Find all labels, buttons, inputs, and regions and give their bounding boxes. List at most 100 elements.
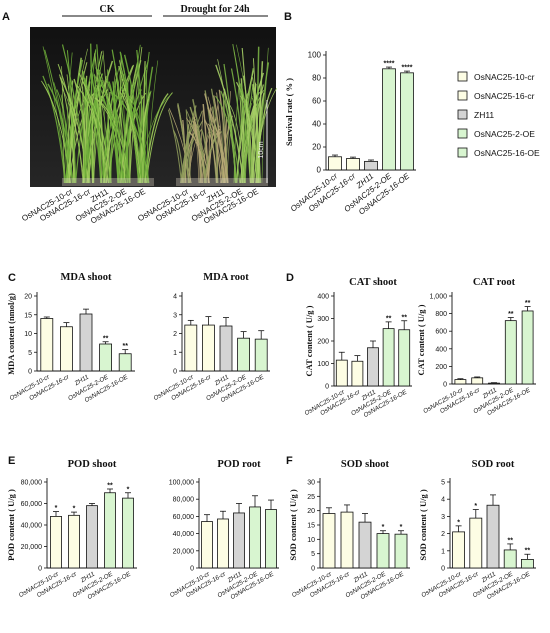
- bar: [249, 506, 261, 569]
- panel-letter-a: A: [2, 11, 10, 23]
- bar: [364, 160, 378, 171]
- rice-leaf: [177, 103, 190, 184]
- bar: [351, 360, 364, 387]
- bar: [79, 313, 93, 372]
- y-tick-label: 400: [317, 294, 329, 301]
- bar: [469, 517, 483, 569]
- rice-leaf: [145, 70, 149, 184]
- y-tick-label: 60,000: [21, 501, 43, 508]
- chart-e1: POD shoot POD content ( U/g ) 0 20,000 40,00…: [6, 459, 137, 601]
- rice-leaf: [252, 77, 261, 184]
- y-tick-label: 0: [317, 166, 322, 175]
- bar: [521, 310, 534, 385]
- y-tick-label: 20,000: [173, 548, 195, 555]
- panel-letter-b: B: [284, 11, 292, 23]
- bar: [358, 521, 372, 569]
- y-tick-label: 10: [24, 331, 32, 338]
- rice-leaf: [122, 88, 149, 184]
- chart-e2: POD root 0 20,000 40,000 60,000 80,000 100,000…: [169, 459, 279, 601]
- rice-leaf: [42, 75, 66, 184]
- y-tick-label: 5: [311, 551, 315, 558]
- bar: [486, 504, 500, 569]
- rice-leaf: [42, 46, 67, 184]
- y-tick-label: 30: [307, 480, 315, 487]
- drought-pots: [176, 178, 268, 186]
- y-tick-label: 0: [38, 566, 42, 573]
- chart-title: MDA shoot: [60, 272, 112, 283]
- bar: [201, 521, 213, 569]
- y-axis-label: CAT content ( U/g ): [416, 304, 426, 375]
- y-tick-label: 100: [317, 361, 329, 368]
- bar: [118, 353, 132, 372]
- bar: [452, 531, 466, 569]
- y-tick-label: 2: [173, 331, 177, 338]
- rice-leaf: [119, 66, 143, 184]
- rice-leaf: [84, 49, 97, 184]
- rice-leaf: [168, 109, 183, 184]
- rice-leaf: [207, 96, 226, 184]
- chart-title: POD root: [217, 459, 261, 470]
- rice-leaf: [223, 63, 237, 184]
- legend-swatch: [457, 71, 468, 82]
- photo-category-labels: OsNAC25-10-crOsNAC25-16-crZH11OsNAC25-2-…: [20, 187, 260, 226]
- bar: [233, 512, 245, 569]
- rice-plants-illustration: [41, 43, 278, 186]
- y-tick-label: 200: [317, 339, 329, 346]
- significance-mark: *: [55, 505, 58, 512]
- y-tick-label: 60: [312, 97, 321, 106]
- rice-leaf: [212, 106, 219, 184]
- bar: [394, 533, 408, 569]
- rice-leaf: [120, 92, 141, 184]
- bar: [503, 549, 517, 569]
- rice-leaf: [59, 74, 76, 184]
- y-tick-label: 2: [441, 531, 445, 538]
- significance-mark: ****: [402, 65, 413, 72]
- chart-d2: CAT root CAT content ( U/g ) 0 200 400 600 800…: [416, 277, 536, 417]
- rice-leaf: [63, 52, 73, 184]
- rice-leaf: [76, 85, 109, 184]
- significance-mark: *: [382, 524, 385, 531]
- legend-entry: ZH11: [474, 110, 494, 120]
- rice-leaf: [91, 94, 94, 184]
- rice-leaf: [118, 60, 142, 184]
- significance-mark: ****: [384, 61, 395, 68]
- significance-mark: *: [127, 486, 130, 493]
- bar: [99, 343, 112, 372]
- y-tick-label: 60,000: [173, 514, 195, 521]
- legend-swatch: [457, 109, 468, 120]
- bar: [122, 497, 134, 569]
- legend-swatch: [457, 128, 468, 139]
- rice-leaf: [192, 99, 207, 184]
- y-axis-label: POD content ( U/g ): [6, 489, 16, 561]
- y-tick-label: 0: [173, 369, 177, 376]
- panel-letter-f: F: [286, 455, 293, 467]
- rice-leaf: [202, 104, 210, 184]
- rice-leaf: [60, 94, 69, 184]
- rice-leaf: [168, 108, 192, 184]
- significance-mark: **: [107, 482, 113, 489]
- rice-leaf: [235, 70, 254, 184]
- bar: [104, 492, 116, 569]
- y-tick-label: 4: [441, 497, 445, 504]
- bar: [340, 511, 354, 569]
- significance-mark: *: [474, 503, 477, 510]
- chart-title: SOD shoot: [341, 459, 390, 470]
- y-tick-label: 100: [308, 51, 322, 60]
- bar: [328, 156, 342, 171]
- significance-mark: *: [73, 506, 76, 513]
- y-tick-label: 15: [307, 523, 315, 530]
- y-tick-label: 0: [325, 384, 329, 391]
- rice-leaf: [96, 44, 105, 184]
- chart-d1: CAT shoot CAT content ( U/g ) 0 100 200 300 40…: [304, 277, 412, 419]
- y-tick-label: 80,000: [21, 480, 43, 487]
- panel-letter-d: D: [286, 272, 294, 284]
- significance-mark: **: [386, 315, 392, 322]
- y-tick-label: 40,000: [173, 531, 195, 538]
- bar: [398, 329, 411, 387]
- y-tick-label: 300: [317, 316, 329, 323]
- bar: [86, 505, 98, 569]
- bar: [40, 318, 54, 372]
- rice-leaf: [199, 120, 214, 184]
- rice-leaf: [53, 82, 69, 184]
